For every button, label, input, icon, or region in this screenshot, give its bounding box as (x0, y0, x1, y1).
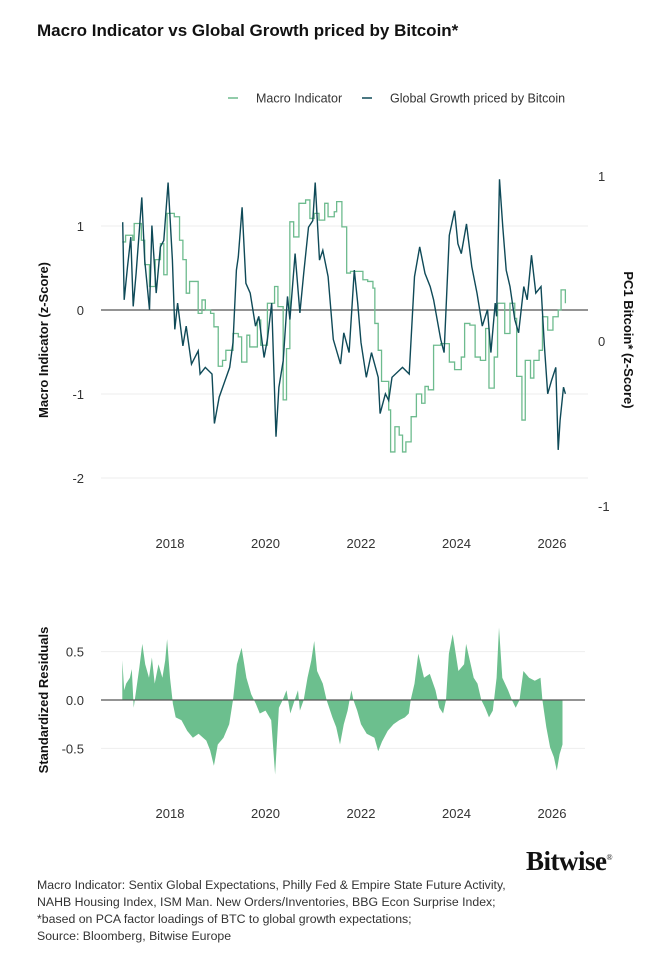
bottom-gridlines (101, 651, 585, 749)
y-tick-label-left: -1 (72, 387, 84, 402)
bottom-axis-ticks: 0.5 0.0 -0.5 2018 2020 2022 2024 2026 (62, 645, 567, 821)
y-axis-title-right: PC1 Bitcoin* (z-Score) (621, 271, 636, 408)
x-tick-label: 2022 (347, 806, 376, 821)
y-tick-label: -0.5 (62, 741, 84, 756)
y-axis-title-bottom: Standardized Residuals (36, 627, 51, 774)
footnote: Macro Indicator: Sentix Global Expectati… (37, 877, 506, 945)
y-tick-label-left: -2 (72, 471, 84, 486)
top-axis-ticks: 1 0 -1 -2 1 0 -1 2018 2020 2022 2024 2026 (72, 169, 609, 551)
footnote-line: Source: Bloomberg, Bitwise Europe (37, 929, 232, 943)
x-tick-label: 2018 (156, 536, 185, 551)
y-axis-title-left: Macro Indicator (z-Score) (36, 262, 51, 418)
y-tick-label: 0.0 (66, 693, 84, 708)
series-residuals (122, 627, 563, 775)
footnote-line: NAHB Housing Index, ISM Man. New Orders/… (37, 895, 496, 909)
y-tick-label: 0.5 (66, 645, 84, 660)
x-tick-label: 2026 (538, 536, 567, 551)
x-tick-label: 2020 (251, 536, 280, 551)
footnote-line: Macro Indicator: Sentix Global Expectati… (37, 878, 506, 892)
bitwise-logo: Bitwise® (526, 846, 613, 876)
y-tick-label-left: 1 (77, 219, 84, 234)
chart-title: Macro Indicator vs Global Growth priced … (37, 21, 459, 40)
legend: Macro Indicator Global Growth priced by … (228, 92, 565, 106)
x-tick-label: 2024 (442, 806, 471, 821)
x-tick-label: 2024 (442, 536, 471, 551)
top-gridlines (101, 225, 588, 479)
series-macro-indicator (122, 199, 567, 453)
y-tick-label-right: 1 (598, 169, 605, 184)
x-tick-label: 2018 (156, 806, 185, 821)
y-tick-label-right: -1 (598, 499, 610, 514)
y-tick-label-left: 0 (77, 303, 84, 318)
series-bitcoin-growth (122, 179, 567, 450)
x-tick-label: 2020 (251, 806, 280, 821)
x-tick-label: 2022 (347, 536, 376, 551)
legend-label-macro: Macro Indicator (256, 92, 342, 106)
x-tick-label: 2026 (538, 806, 567, 821)
legend-label-bitcoin: Global Growth priced by Bitcoin (390, 92, 565, 106)
logo-text: Bitwise (526, 846, 607, 876)
footnote-line: *based on PCA factor loadings of BTC to … (37, 912, 412, 926)
y-tick-label-right: 0 (598, 334, 605, 349)
